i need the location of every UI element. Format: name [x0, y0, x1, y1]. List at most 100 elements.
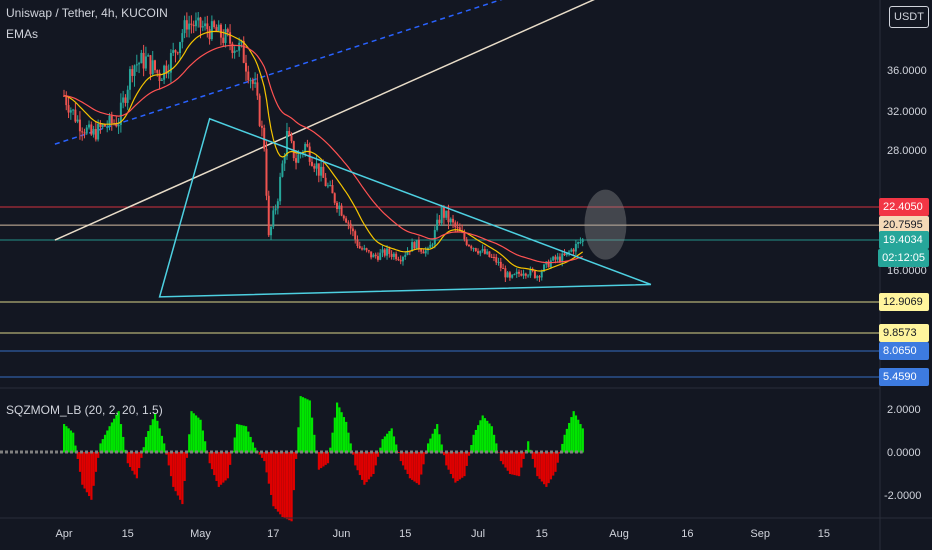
momentum-bar: [483, 418, 487, 453]
momentum-bar: [242, 425, 245, 453]
momentum-bar: [326, 452, 330, 464]
momentum-bar: [574, 415, 578, 453]
candle: [581, 239, 584, 242]
momentum-bar: [449, 452, 452, 474]
candle: [190, 23, 193, 25]
candle: [379, 252, 382, 260]
price-tag-7: 5.4590: [879, 368, 929, 386]
candle: [436, 219, 439, 231]
momentum-bar: [299, 396, 302, 453]
momentum-bar: [406, 452, 409, 474]
candle: [363, 248, 366, 250]
momentum-bar: [208, 452, 211, 464]
candle: [333, 193, 336, 203]
candle: [260, 125, 263, 128]
candle: [504, 268, 507, 278]
candle: [149, 55, 152, 75]
candle: [167, 72, 170, 74]
momentum-bar: [292, 452, 295, 491]
momentum-bar: [522, 452, 525, 459]
candle: [404, 254, 407, 257]
candle: [547, 261, 550, 268]
momentum-bar: [122, 436, 125, 453]
candle: [479, 250, 482, 254]
candle: [365, 248, 368, 251]
candle: [176, 52, 179, 54]
candle: [206, 23, 209, 30]
momentum-bar: [219, 452, 223, 485]
momentum-bar: [572, 411, 575, 453]
momentum-bar: [144, 436, 148, 453]
momentum-bar: [322, 452, 325, 467]
candle: [69, 110, 72, 113]
momentum-bar: [295, 452, 298, 459]
momentum-bar: [306, 399, 309, 453]
candle: [422, 251, 425, 254]
momentum-bar: [547, 452, 550, 484]
momentum-bar: [445, 452, 448, 466]
candle: [401, 256, 404, 262]
candle: [147, 55, 150, 57]
momentum-bar: [226, 452, 229, 479]
candle: [326, 185, 329, 187]
momentum-bar: [285, 452, 289, 520]
momentum-bar: [192, 413, 195, 453]
candle: [272, 210, 275, 227]
momentum-bar: [283, 452, 286, 519]
candle: [533, 270, 536, 278]
candle: [99, 123, 102, 128]
candle: [342, 215, 345, 219]
oscillator-label[interactable]: SQZMOM_LB (20, 2, 20, 1.5): [6, 403, 163, 417]
currency-badge[interactable]: USDT: [889, 6, 929, 28]
momentum-bar: [488, 423, 491, 453]
price-tag-2: 19.4034: [879, 231, 929, 249]
candle: [254, 82, 257, 84]
candle: [338, 205, 341, 209]
candle: [577, 242, 580, 244]
momentum-bar: [78, 452, 82, 472]
momentum-bar: [65, 426, 68, 453]
momentum-bar: [183, 452, 186, 481]
momentum-bar: [108, 426, 111, 453]
candle: [440, 207, 443, 224]
candle: [413, 242, 416, 249]
momentum-bar: [358, 452, 361, 476]
momentum-bar: [549, 452, 553, 480]
candle: [192, 24, 195, 27]
momentum-bar: [404, 452, 407, 470]
candle: [411, 242, 414, 252]
candle: [367, 250, 370, 252]
momentum-pane[interactable]: [0, 396, 584, 522]
candle: [165, 65, 168, 74]
momentum-bar: [131, 452, 134, 471]
momentum-bar: [126, 452, 129, 464]
momentum-bar: [390, 428, 393, 453]
candle: [331, 185, 334, 194]
momentum-bar: [342, 417, 346, 453]
indicator-label[interactable]: EMAs: [6, 27, 39, 41]
momentum-bar: [279, 452, 282, 515]
symbol-title[interactable]: Uniswap / Tether, 4h, KUCOIN: [6, 6, 168, 20]
candle: [442, 207, 445, 218]
candle: [554, 256, 557, 260]
momentum-bar: [290, 452, 293, 522]
candle: [429, 244, 432, 249]
momentum-bar: [238, 424, 241, 453]
momentum-bar: [363, 452, 366, 485]
time-tick-label: Sep: [750, 528, 770, 540]
momentum-bar: [511, 452, 514, 475]
momentum-bar: [74, 445, 77, 453]
momentum-bar: [413, 452, 416, 482]
momentum-bar: [376, 452, 380, 457]
price-tag-6: 8.0650: [879, 342, 929, 360]
momentum-bar: [461, 452, 464, 478]
momentum-bar: [301, 397, 305, 453]
candle: [568, 251, 571, 253]
price-pane[interactable]: [0, 0, 880, 378]
momentum-bar: [72, 432, 75, 453]
candle: [415, 240, 418, 249]
momentum-bar: [472, 434, 475, 453]
candle: [156, 70, 159, 73]
momentum-bar: [99, 443, 102, 453]
